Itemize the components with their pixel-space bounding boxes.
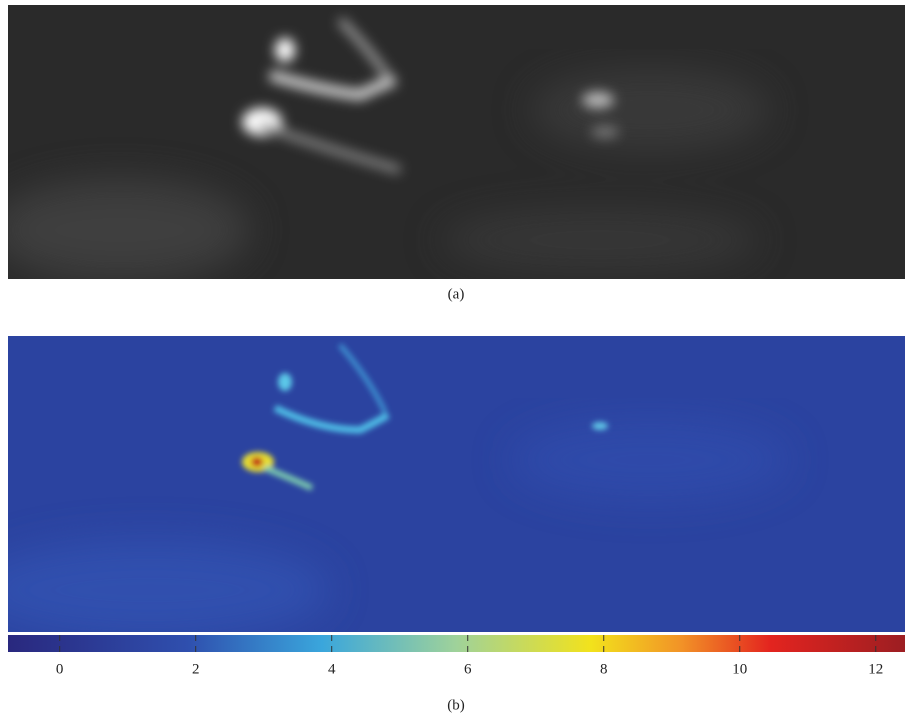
tick-label: 8 <box>600 661 608 677</box>
tick-label: 10 <box>732 661 747 677</box>
grayscale-image <box>0 5 905 280</box>
heatmap-image <box>0 336 905 640</box>
figure: (a) 0 2 4 6 8 10 12 (b) <box>0 0 905 720</box>
tick-label: 0 <box>56 661 64 677</box>
tick-label: 2 <box>192 661 200 677</box>
page: {"panels": [ {"label": "(a)"}, {"label":… <box>0 0 905 720</box>
tick-label: 12 <box>868 661 883 677</box>
panel-label: (a) <box>448 286 465 302</box>
tick-label: 6 <box>464 661 472 677</box>
tick-label: 4 <box>328 661 336 677</box>
colorbar <box>8 635 905 652</box>
panel-label: (b) <box>447 697 465 713</box>
